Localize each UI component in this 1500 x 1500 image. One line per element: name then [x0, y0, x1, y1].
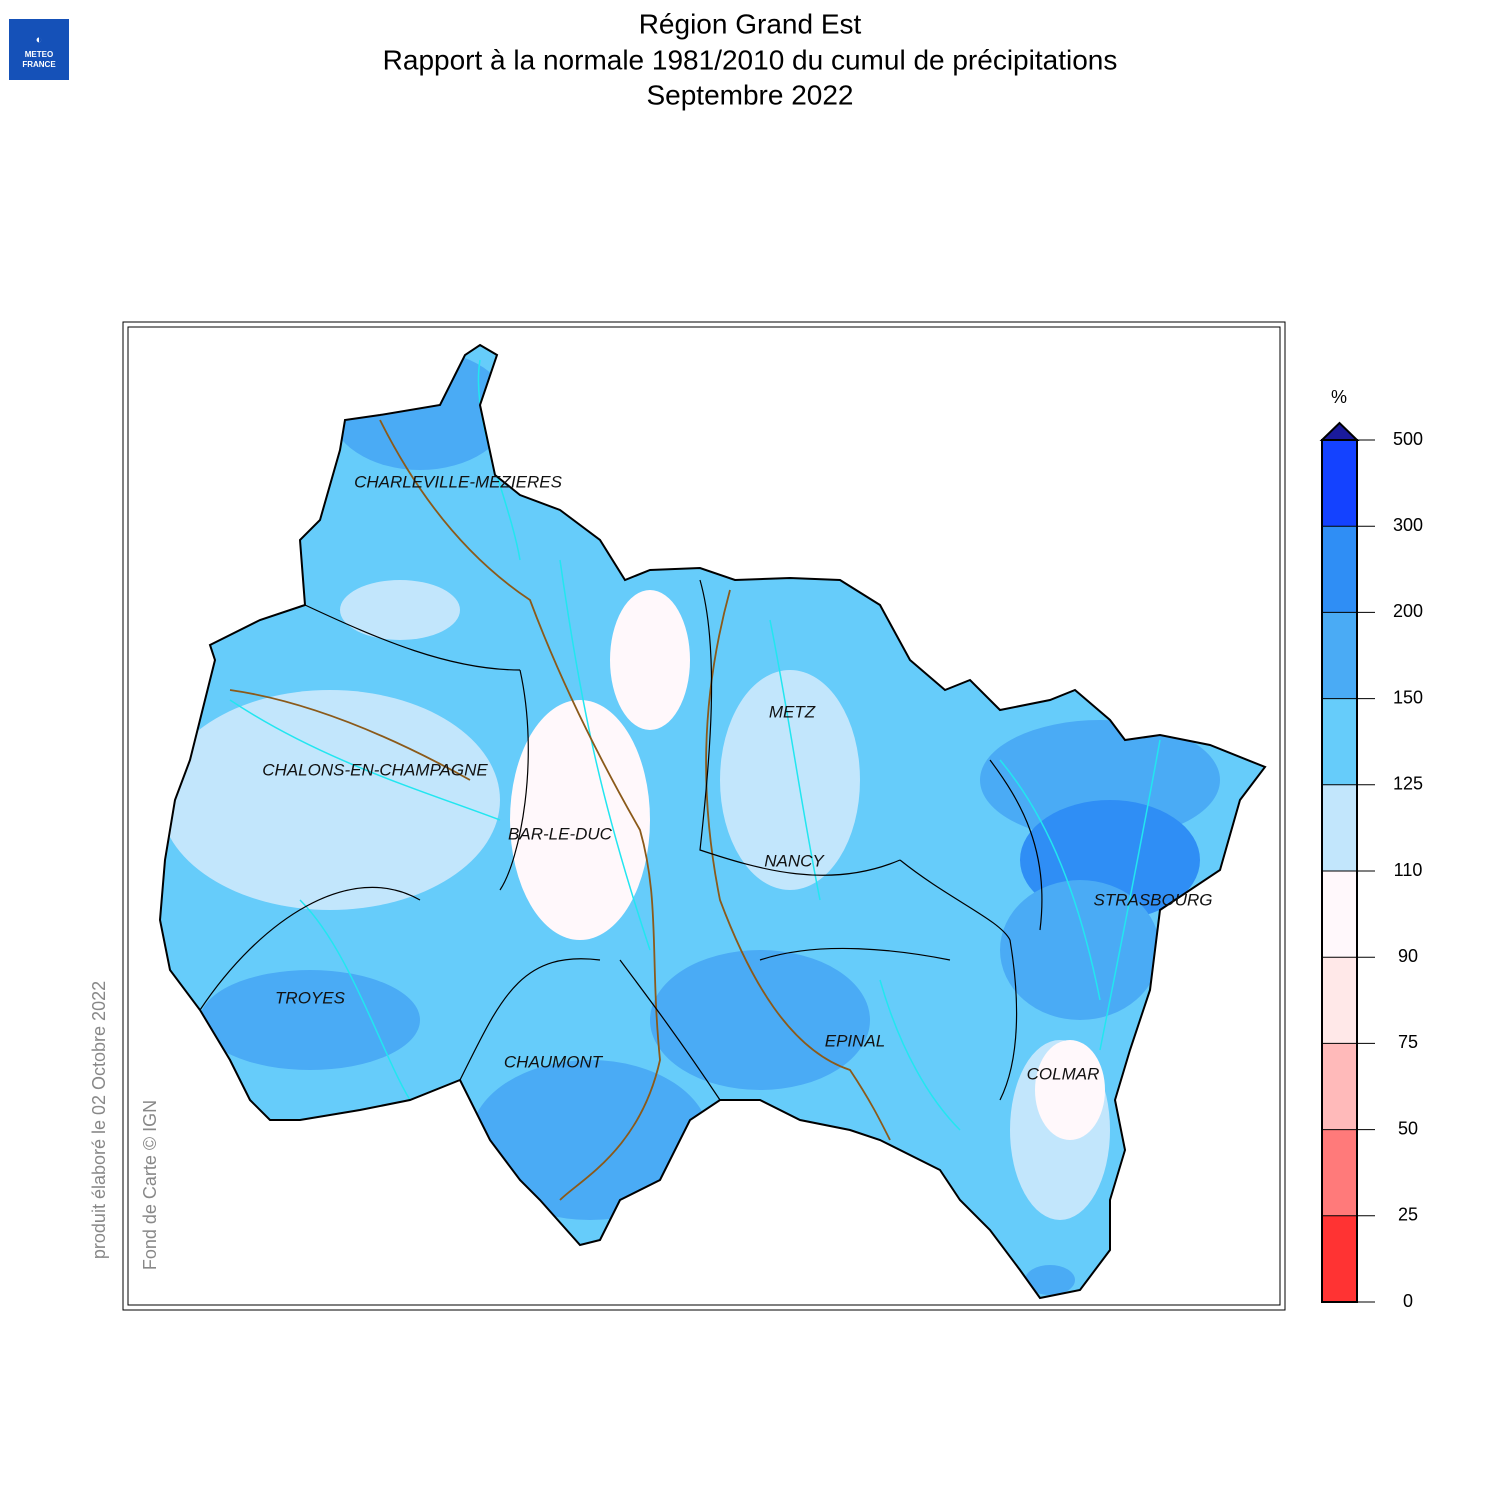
city-label: METZ [769, 702, 816, 721]
legend-tick-label: 25 [1398, 1205, 1418, 1225]
city-label: EPINAL [825, 1031, 885, 1050]
legend-band [1322, 612, 1357, 699]
legend-tick-label: 300 [1393, 515, 1423, 535]
frame [122, 321, 1286, 1311]
legend-tick-label: 200 [1393, 601, 1423, 621]
city-label: CHAUMONT [504, 1052, 604, 1071]
legend-tick-label: 110 [1394, 860, 1423, 880]
credit: produit élaboré le 02 Octobre 2022 [89, 981, 109, 1259]
city-label: STRASBOURG [1093, 890, 1212, 909]
legend-tick-label: 150 [1393, 687, 1423, 707]
frame-inner [127, 326, 1281, 1306]
city-label: TROYES [275, 988, 346, 1007]
legend-band [1322, 784, 1357, 871]
city-label: BAR-LE-DUC [508, 824, 613, 843]
legend-tick-label: 500 [1393, 429, 1423, 449]
legend-band [1322, 1129, 1357, 1216]
legend-tick-label: 125 [1393, 774, 1423, 794]
legend: 0 25 50 75 90 110 125 150 200 300 500 [1319, 421, 1423, 1311]
legend-arrow [1319, 421, 1360, 441]
legend-tick-label: 90 [1398, 946, 1418, 966]
title-line: Septembre 2022 [646, 79, 853, 110]
city-label: COLMAR [1027, 1064, 1100, 1083]
legend-band [1322, 440, 1357, 527]
legend-band [1322, 957, 1357, 1044]
city-label: CHALONS-EN-CHAMPAGNE [262, 760, 488, 779]
legend-tick-label: 50 [1398, 1118, 1418, 1138]
title-line: Région Grand Est [639, 8, 862, 39]
logo [9, 19, 69, 80]
legend-band [1322, 1043, 1357, 1130]
legend-tick-label: 75 [1398, 1032, 1418, 1052]
logo-icon: ◐ [36, 34, 43, 46]
credit: Fond de Carte © IGN [140, 1100, 160, 1270]
legend-band [1322, 1215, 1357, 1302]
legend-band [1322, 871, 1357, 958]
precip-field [160, 345, 1265, 1298]
logo-box: METEO FRANCE [22, 50, 56, 69]
title-line: Rapport à la normale 1981/2010 du cumul … [383, 44, 1118, 75]
city-label: CHARLEVILLE-MEZIERES [354, 472, 562, 491]
logo-text: METEO FRANCE [22, 50, 56, 69]
legend-band [1322, 526, 1357, 613]
legend-band [1322, 698, 1357, 785]
legend-tick-label: 0 [1403, 1291, 1413, 1311]
city-label: NANCY [764, 851, 825, 870]
legend-unit: % [1331, 387, 1347, 407]
